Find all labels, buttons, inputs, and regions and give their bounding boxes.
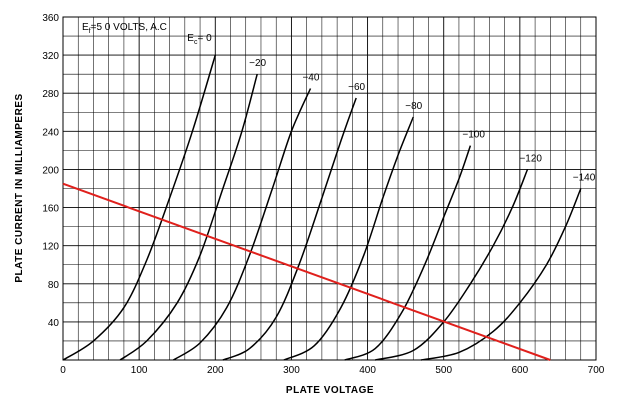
curve-label: −140 [573, 173, 596, 184]
grid-symbol: E [187, 33, 194, 44]
y-tick-label: 40 [48, 318, 60, 329]
filament-symbol: E [82, 22, 89, 33]
axis-ticks: 0 100 200 300 400 500 600 700 40 80 120 160 200 240 28… [42, 13, 604, 376]
curve-series [283, 116, 414, 361]
chart-grid [63, 17, 596, 360]
y-tick-label: 240 [42, 127, 59, 138]
plot-frame [62, 16, 597, 361]
curve-label: −80 [405, 101, 422, 112]
curve-series [375, 169, 529, 361]
curve-series [420, 188, 582, 361]
x-tick-label: 0 [60, 365, 66, 376]
curve-label: −120 [519, 153, 542, 164]
curve-label: −40 [302, 72, 319, 83]
x-tick-label: 200 [207, 365, 224, 376]
y-tick-label: 320 [42, 51, 59, 62]
curve-series [119, 74, 258, 361]
curve-series [62, 54, 217, 361]
load-line-group [62, 182, 551, 361]
x-axis-title: PLATE VOLTAGE [286, 385, 374, 396]
filament-value: =5 0 VOLTS, A.C [91, 22, 167, 33]
x-tick-label: 100 [131, 365, 148, 376]
filament-voltage-note: Ef=5 0 VOLTS, A.C [82, 22, 167, 35]
x-tick-label: 500 [435, 365, 452, 376]
curve-label: −100 [462, 130, 485, 141]
x-tick-label: 400 [359, 365, 376, 376]
y-axis-title: PLATE CURRENT IN MILLIAMPERES [14, 93, 25, 282]
load-line [62, 182, 551, 361]
curve-series [344, 145, 472, 361]
x-tick-label: 300 [283, 365, 300, 376]
y-tick-label: 280 [42, 89, 59, 100]
curves [62, 54, 582, 361]
y-tick-label: 200 [42, 165, 59, 176]
curve-label: Ec= 0 [187, 33, 212, 46]
x-tick-label: 600 [512, 365, 529, 376]
curve-series [222, 97, 357, 361]
filament-subscript: f [89, 28, 91, 35]
curve-label: −60 [348, 82, 365, 93]
y-tick-label: 80 [48, 280, 60, 291]
grid-value: = 0 [197, 33, 212, 44]
curve-labels: Ec= 0 −20 −40 −60 −80 −100 −120 −140 [187, 33, 595, 183]
y-tick-label: 160 [42, 204, 59, 215]
x-tick-label: 700 [588, 365, 605, 376]
y-tick-label: 360 [42, 13, 59, 24]
curve-series [172, 88, 312, 361]
grid-subscript: c [194, 39, 198, 46]
y-tick-label: 120 [42, 242, 59, 253]
curve-label: −20 [249, 58, 266, 69]
